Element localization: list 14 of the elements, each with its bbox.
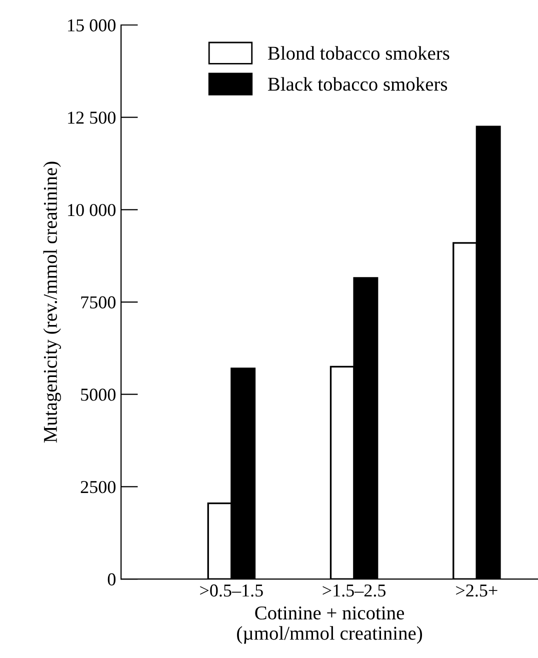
x-tick-label: >1.5–2.5 xyxy=(322,584,386,597)
y-tick-label: 7500 xyxy=(81,296,116,308)
legend-label: Black tobacco smokers xyxy=(268,77,448,91)
y-axis-title: Mutagenicity (rev./mmol creatinine) xyxy=(43,162,61,443)
legend-label: Blond tobacco smokers xyxy=(268,46,450,60)
y-tick-label: 10 000 xyxy=(68,204,116,216)
x-axis-title: Cotinine + nicotine (µmol/mmol creatinine) xyxy=(237,606,422,644)
x-tick-label: >0.5–1.5 xyxy=(200,584,263,597)
y-tick-label: 2500 xyxy=(80,480,116,494)
x-tick-label: >2.5+ xyxy=(456,584,498,597)
y-tick-label: 12 500 xyxy=(68,112,116,124)
y-tick-label: 5000 xyxy=(81,388,116,401)
y-tick-label: 0 xyxy=(108,573,116,586)
y-tick-label: 15 000 xyxy=(68,19,116,32)
